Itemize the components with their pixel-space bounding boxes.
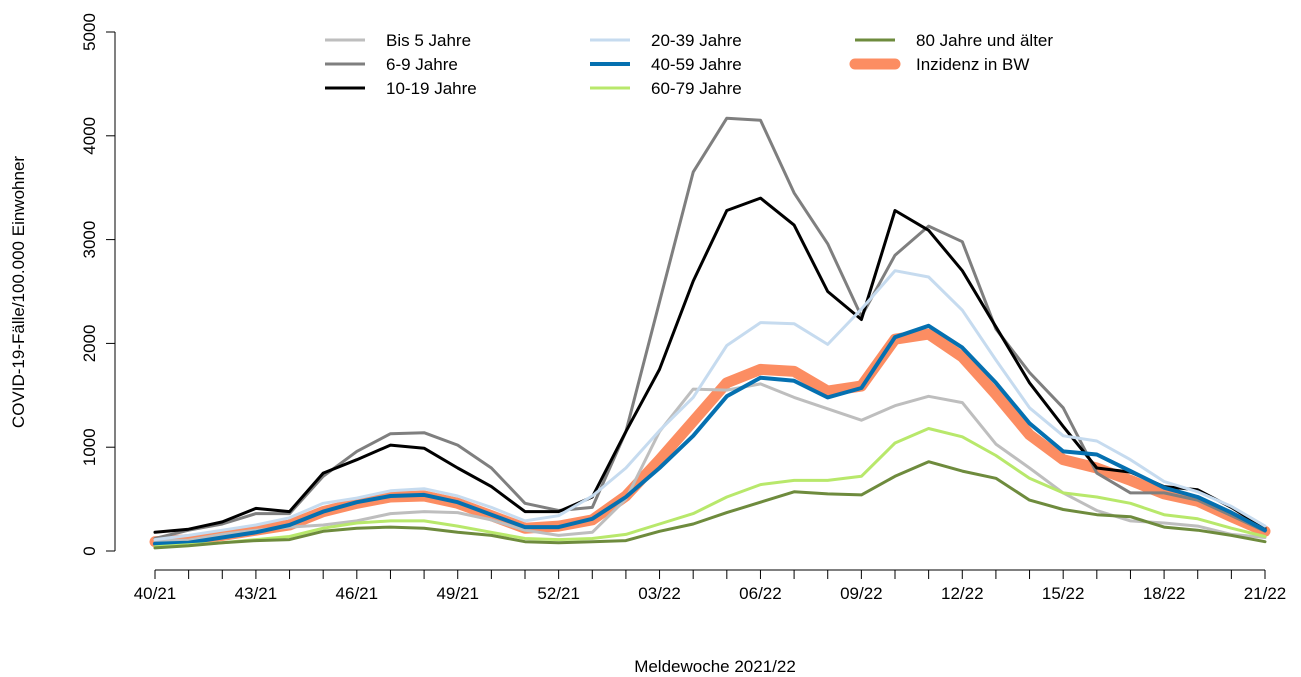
x-tick-label: 09/22 bbox=[840, 584, 883, 603]
x-axis: 40/21 43/21 46/21 49/21 52/21 03/22 06/22 09/22… bbox=[134, 569, 1287, 603]
x-tick-label: 03/22 bbox=[638, 584, 681, 603]
legend-label-0: Bis 5 Jahre bbox=[386, 31, 471, 50]
x-tick-label: 49/21 bbox=[436, 584, 479, 603]
legend-label-3: 20-39 Jahre bbox=[651, 31, 742, 50]
y-tick-label: 4000 bbox=[80, 117, 99, 155]
legend-label-4: 40-59 Jahre bbox=[651, 55, 742, 74]
series-line-6 bbox=[153, 460, 1267, 550]
x-tick-label: 46/21 bbox=[336, 584, 379, 603]
series-line-5 bbox=[153, 427, 1267, 549]
y-tick-label: 3000 bbox=[80, 221, 99, 259]
series-line-3 bbox=[153, 269, 1267, 542]
y-axis: 0 1000 2000 3000 4000 5000 bbox=[80, 13, 116, 556]
y-tick-label: 2000 bbox=[80, 324, 99, 362]
series-line-4 bbox=[153, 323, 1267, 546]
x-tick-label: 52/21 bbox=[537, 584, 580, 603]
x-tick-label: 21/22 bbox=[1244, 584, 1287, 603]
series-line-2 bbox=[153, 196, 1267, 534]
series-line-0 bbox=[153, 382, 1267, 543]
x-tick-label: 15/22 bbox=[1042, 584, 1085, 603]
legend: Bis 5 Jahre 6-9 Jahre 10-19 Jahre 20-39 Jah… bbox=[325, 31, 1053, 98]
y-tick-label: 0 bbox=[80, 546, 99, 555]
legend-label-7: Inzidenz in BW bbox=[916, 55, 1029, 74]
x-tick-label: 12/22 bbox=[941, 584, 984, 603]
y-axis-title: COVID-19-Fälle/100.000 Einwohner bbox=[9, 156, 28, 428]
x-tick-label: 06/22 bbox=[739, 584, 782, 603]
x-tick-label: 40/21 bbox=[134, 584, 177, 603]
x-tick-label: 18/22 bbox=[1143, 584, 1186, 603]
series-line-1 bbox=[153, 116, 1267, 540]
legend-label-1: 6-9 Jahre bbox=[386, 55, 458, 74]
y-tick-label: 5000 bbox=[80, 13, 99, 51]
series-layer bbox=[149, 116, 1271, 550]
legend-label-5: 60-79 Jahre bbox=[651, 79, 742, 98]
legend-label-6: 80 Jahre und älter bbox=[916, 31, 1053, 50]
y-tick-label: 1000 bbox=[80, 428, 99, 466]
x-axis-title: Meldewoche 2021/22 bbox=[634, 657, 796, 676]
legend-label-2: 10-19 Jahre bbox=[386, 79, 477, 98]
x-tick-label: 43/21 bbox=[235, 584, 278, 603]
